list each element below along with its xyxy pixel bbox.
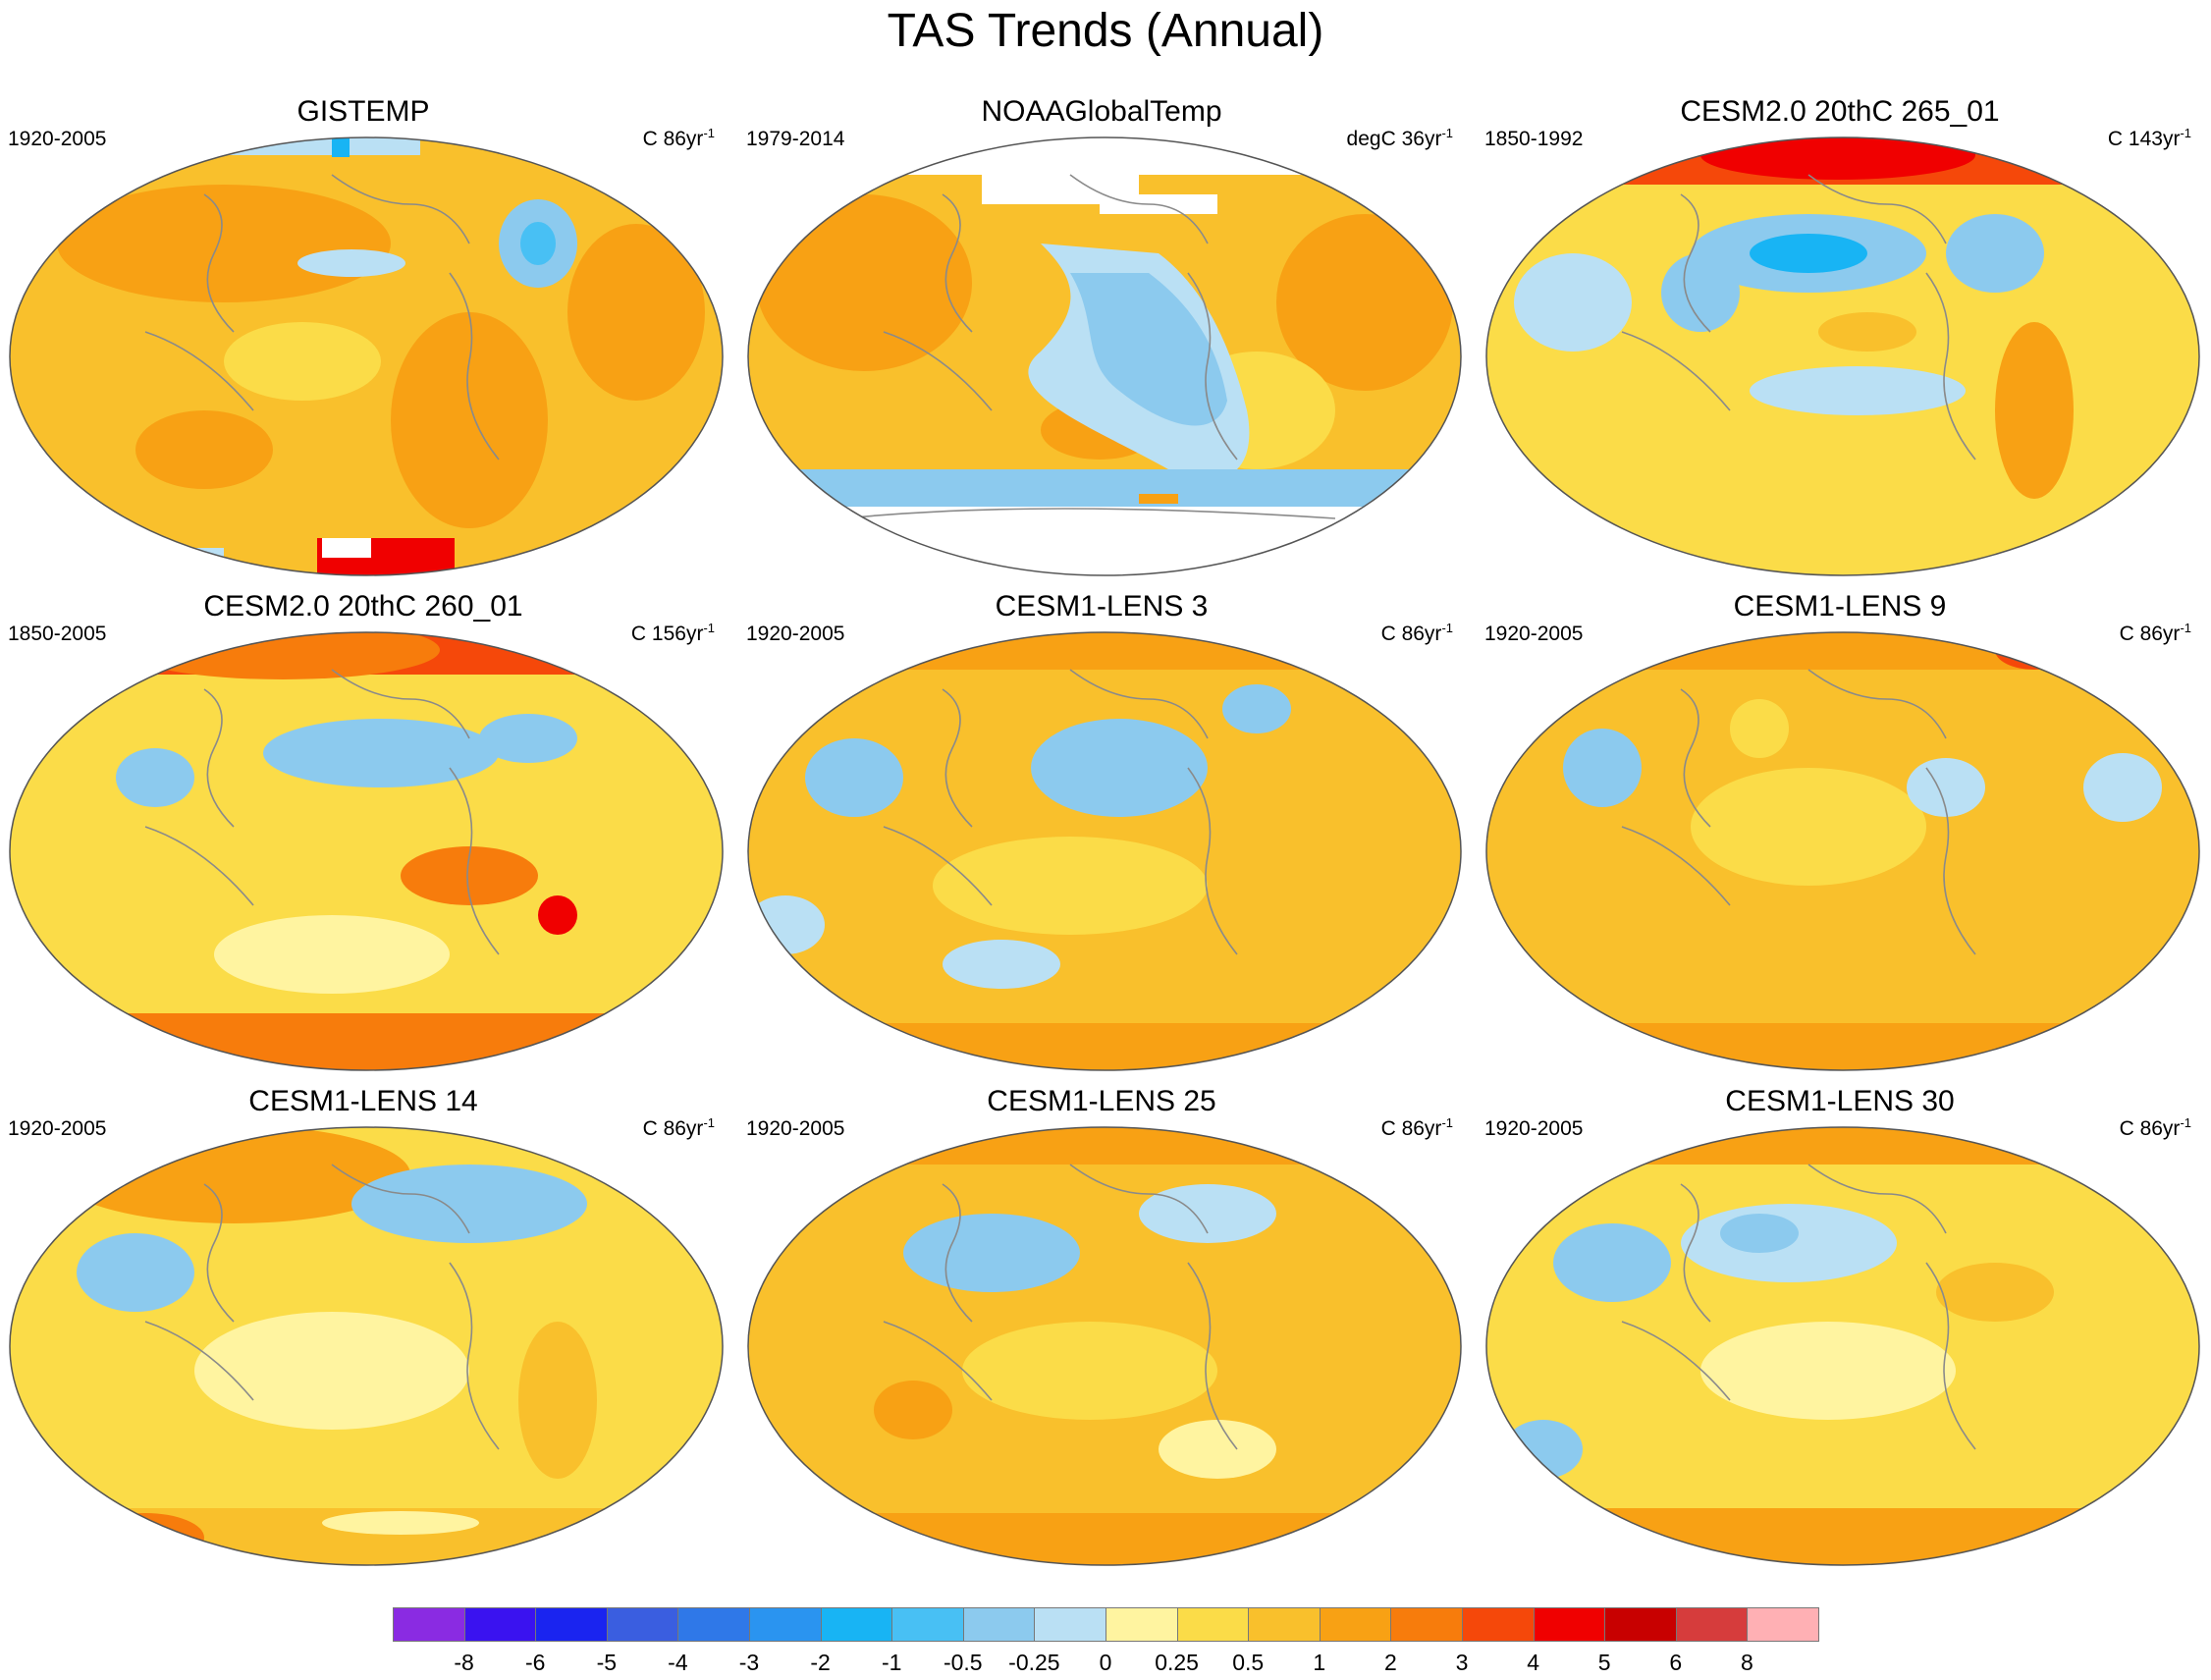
colorbar-box	[677, 1607, 750, 1642]
world-map	[747, 136, 1462, 576]
colorbar	[393, 1607, 1819, 1642]
panel-units: degC 36yr-1	[1346, 126, 1453, 150]
panel-cesm1-lens-25: CESM1-LENS 25 1920-2005 C 86yr-1	[738, 1084, 1465, 1575]
panel-title: CESM1-LENS 3	[995, 590, 1209, 623]
colorbar-label: -2	[810, 1650, 831, 1675]
world-map	[1485, 1126, 2200, 1566]
panel-title: GISTEMP	[297, 95, 430, 128]
panel-units: C 86yr-1	[1380, 1115, 1453, 1140]
panel-cesm2-260: CESM2.0 20thC 260_01 1850-2005 C 156yr-1	[0, 589, 727, 1080]
panel-title: CESM2.0 20thC 260_01	[203, 590, 523, 623]
colorbar-label: 4	[1527, 1650, 1539, 1675]
colorbar-label: -0.25	[1008, 1650, 1060, 1675]
panel-period: 1920-2005	[8, 1117, 107, 1140]
panel-title: CESM2.0 20thC 265_01	[1680, 95, 2000, 128]
panel-units: C 86yr-1	[2119, 621, 2191, 645]
colorbar-label: 1	[1313, 1650, 1326, 1675]
colorbar-box	[1675, 1607, 1749, 1642]
world-map	[1485, 631, 2200, 1071]
panel-cesm1-lens-9: CESM1-LENS 9 1920-2005 C 86yr-1	[1477, 589, 2203, 1080]
panel-title: CESM1-LENS 30	[1725, 1085, 1955, 1117]
colorbar-box	[1462, 1607, 1535, 1642]
panel-cesm2-265: CESM2.0 20thC 265_01 1850-1992 C 143yr-1	[1477, 94, 2203, 585]
colorbar-box	[1176, 1607, 1250, 1642]
colorbar-label: 0.25	[1155, 1650, 1199, 1675]
colorbar-label: 0	[1099, 1650, 1112, 1675]
panel-title: CESM1-LENS 25	[987, 1085, 1216, 1117]
colorbar-box	[820, 1607, 893, 1642]
colorbar-label: -8	[454, 1650, 474, 1675]
panel-period: 1850-1992	[1484, 128, 1584, 150]
panel-title: CESM1-LENS 9	[1733, 590, 1947, 623]
world-map	[747, 631, 1462, 1071]
colorbar-label: -4	[668, 1650, 688, 1675]
panel-units: C 86yr-1	[2119, 1115, 2191, 1140]
colorbar-label: -1	[881, 1650, 902, 1675]
panel-units: C 86yr-1	[642, 126, 715, 150]
colorbar-box	[1747, 1607, 1819, 1642]
colorbar-label: 0.5	[1232, 1650, 1265, 1675]
colorbar-box	[1248, 1607, 1321, 1642]
colorbar-box	[749, 1607, 822, 1642]
panel-cesm1-lens-30: CESM1-LENS 30 1920-2005 C 86yr-1	[1477, 1084, 2203, 1575]
panel-period: 1920-2005	[746, 623, 845, 645]
colorbar-label: 3	[1455, 1650, 1469, 1675]
panel-period: 1979-2014	[746, 128, 845, 150]
panel-units: C 86yr-1	[642, 1115, 715, 1140]
world-map	[9, 631, 724, 1071]
world-map	[9, 136, 724, 576]
colorbar-box	[1106, 1607, 1178, 1642]
colorbar-box	[606, 1607, 679, 1642]
colorbar-box	[393, 1607, 465, 1642]
world-map	[9, 1126, 724, 1566]
colorbar-box	[463, 1607, 537, 1642]
panel-title: CESM1-LENS 14	[248, 1085, 478, 1117]
panel-cesm1-lens-3: CESM1-LENS 3 1920-2005 C 86yr-1	[738, 589, 1465, 1080]
colorbar-box	[535, 1607, 608, 1642]
colorbar-box	[1034, 1607, 1106, 1642]
colorbar-box	[1319, 1607, 1392, 1642]
colorbar-label: -5	[596, 1650, 618, 1675]
colorbar-box	[891, 1607, 964, 1642]
panel-period: 1920-2005	[1484, 623, 1584, 645]
panel-units: C 86yr-1	[1380, 621, 1453, 645]
panel-units: C 156yr-1	[630, 621, 715, 645]
panel-period: 1920-2005	[1484, 1117, 1584, 1140]
colorbar-label: 2	[1383, 1650, 1397, 1675]
panel-cesm1-lens-14: CESM1-LENS 14 1920-2005 C 86yr-1	[0, 1084, 727, 1575]
colorbar-label: 5	[1597, 1650, 1611, 1675]
panel-units: C 143yr-1	[2107, 126, 2191, 150]
colorbar-label: 6	[1669, 1650, 1683, 1675]
panel-gistemp: GISTEMP 1920-2005 C 86yr-1	[0, 94, 727, 585]
colorbar-box	[962, 1607, 1036, 1642]
panel-title: NOAAGlobalTemp	[981, 95, 1222, 128]
colorbar-label: 8	[1740, 1650, 1753, 1675]
panel-period: 1920-2005	[746, 1117, 845, 1140]
panel-noaaglobaltemp: NOAAGlobalTemp 1979-2014 degC 36yr-1	[738, 94, 1465, 585]
world-map	[747, 1126, 1462, 1566]
colorbar-box	[1533, 1607, 1606, 1642]
figure-title: TAS Trends (Annual)	[887, 5, 1324, 57]
colorbar-label: -0.5	[943, 1650, 983, 1675]
colorbar-label: -3	[738, 1650, 760, 1675]
panel-period: 1850-2005	[8, 623, 107, 645]
colorbar-box	[1604, 1607, 1677, 1642]
colorbar-box	[1390, 1607, 1463, 1642]
panel-period: 1920-2005	[8, 128, 107, 150]
colorbar-label: -6	[524, 1650, 546, 1675]
world-map	[1485, 136, 2200, 576]
